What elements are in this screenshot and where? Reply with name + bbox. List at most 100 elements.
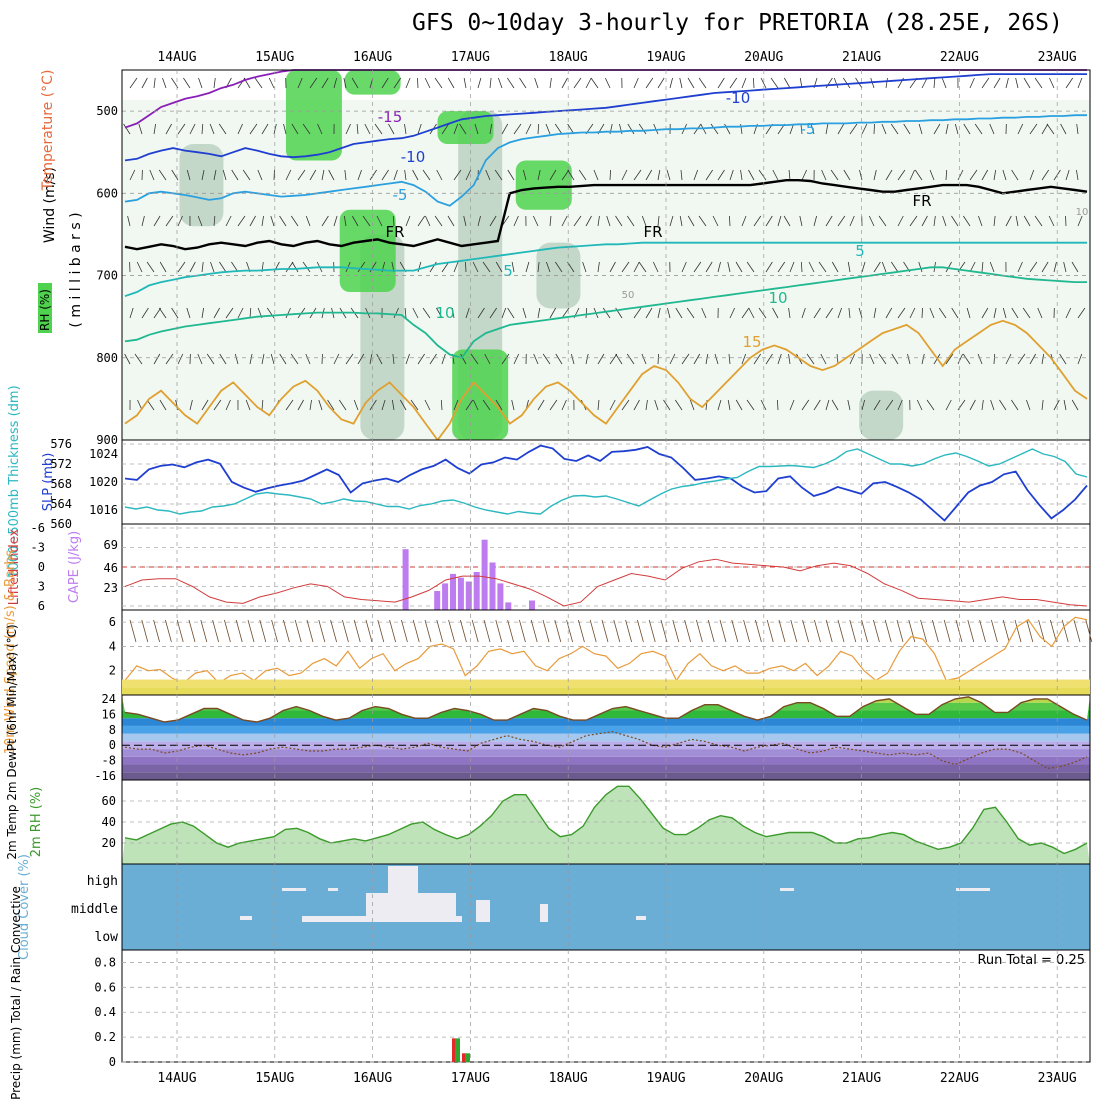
date-label-top: 22AUG (940, 50, 979, 65)
wind-barb (570, 353, 575, 365)
wind-barb (261, 123, 269, 135)
wind-barb (800, 261, 803, 273)
wind-barb (1011, 399, 1019, 411)
wind-barb (545, 261, 551, 273)
wind-barb (573, 215, 582, 227)
wind-barb (285, 399, 294, 411)
wind-barb (609, 353, 618, 365)
contour-label: -15 (378, 108, 403, 126)
isotherm--10 (124, 73, 1087, 162)
wind-barb (497, 77, 503, 89)
wind10-barb (224, 619, 231, 643)
wind-barb (391, 399, 395, 411)
cape-tick: 23 (104, 581, 118, 595)
wind-barb (765, 215, 773, 227)
wind-barb (417, 123, 422, 135)
wind-barb (197, 353, 203, 365)
wind-barb (724, 123, 731, 135)
wind-barb (929, 169, 935, 181)
wind-barb (981, 77, 990, 89)
wind-barb (412, 307, 419, 319)
ylabel-slp: SLP (mb) (41, 453, 56, 512)
cape-bar (465, 581, 472, 610)
precip-frame (121, 949, 1091, 1063)
wind10-barb (943, 619, 951, 643)
wind-barb (989, 123, 995, 135)
wind-barb (918, 123, 923, 135)
wind-barb (878, 353, 887, 365)
wind-barb (837, 307, 843, 319)
wind-barb (254, 77, 263, 89)
wind-barb (482, 261, 491, 273)
wind-barb (549, 169, 557, 181)
wind10-barb (176, 619, 184, 643)
wind-barb (878, 215, 887, 227)
wind-barb (453, 399, 459, 411)
wind-barb (969, 399, 976, 411)
wind-barb (501, 123, 509, 135)
wind-barb (741, 307, 750, 319)
cloud-block (476, 900, 490, 922)
pressure-tick: 900 (96, 433, 118, 447)
wind-barb (447, 215, 455, 227)
wind-barb (597, 399, 600, 411)
wind-barb (868, 215, 875, 227)
wind-barb (465, 169, 472, 181)
wind-barb (309, 77, 318, 89)
wind-barb (146, 261, 155, 273)
wind-barb (345, 353, 354, 365)
wind-barb (1034, 215, 1043, 227)
wind-barb (848, 307, 851, 319)
wind-barb (585, 215, 592, 227)
wind-barb (818, 261, 827, 273)
temp-band (122, 756, 1090, 765)
wind-barb (345, 123, 351, 135)
wind-barb (582, 261, 587, 273)
wind-barb (926, 399, 935, 411)
wind-barb (585, 353, 589, 365)
wind-barb (417, 77, 419, 89)
wind-barb (885, 77, 888, 89)
wind-barb (746, 399, 755, 411)
wind-barb (127, 215, 131, 227)
wind10-barb (318, 619, 326, 643)
cape-bar (481, 539, 488, 610)
precip-tick: 0.6 (94, 980, 116, 994)
wind-barb (549, 215, 552, 227)
wind-barb (729, 77, 738, 89)
wind-barb (219, 353, 227, 365)
temp-band (122, 772, 1090, 780)
wind10-barb (601, 619, 609, 643)
wind-barb (489, 307, 497, 319)
wind-barb (393, 169, 398, 181)
wind-barb (729, 215, 731, 227)
wind-barb (831, 399, 839, 411)
wind-barb (321, 169, 325, 181)
date-label-bottom: 22AUG (940, 1071, 979, 1086)
wind-barb (484, 353, 491, 365)
wind-barb (477, 215, 481, 227)
wind-barb (369, 399, 377, 411)
wind-barb (159, 399, 167, 411)
thickness-tick: 568 (50, 477, 72, 491)
wind-barb (633, 77, 639, 89)
thickness-tick: 576 (50, 437, 72, 451)
wind-barb (800, 123, 803, 135)
wind-barb (693, 353, 701, 365)
wind-barb (597, 353, 605, 365)
wind-barb (561, 307, 570, 319)
wind-barb (489, 123, 493, 135)
wind-barb (729, 307, 736, 319)
wind-barb (297, 169, 306, 181)
wind-barb (801, 307, 806, 319)
wind-barb (261, 353, 265, 365)
wind-barb (393, 307, 399, 319)
wind-barb (369, 353, 373, 365)
wind-barb (399, 399, 407, 411)
wind-barb (728, 353, 731, 365)
pressure-tick: 500 (96, 104, 118, 118)
wind-barb (760, 77, 767, 89)
date-label-bottom: 21AUG (842, 1071, 881, 1086)
wind-barb (465, 261, 467, 273)
